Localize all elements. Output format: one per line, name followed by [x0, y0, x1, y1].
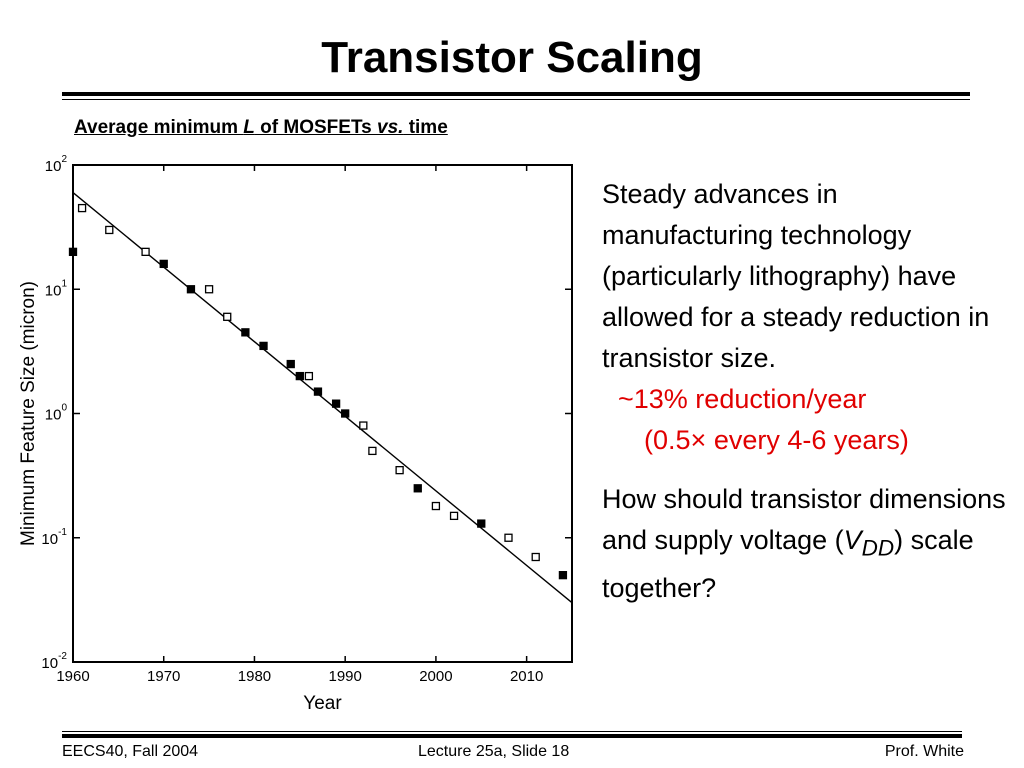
- slide-body: Steady advances in manufacturing technol…: [602, 174, 1012, 609]
- trend-line: [72, 192, 573, 604]
- y-tick-label: 101: [45, 278, 68, 299]
- data-point-open: [504, 533, 513, 542]
- data-point-filled: [413, 484, 422, 493]
- data-point-open: [223, 312, 232, 321]
- data-point-open: [141, 247, 150, 256]
- data-point-open: [395, 465, 404, 475]
- x-tick-label: 1970: [147, 668, 180, 685]
- vdd-subscript: DD: [861, 535, 895, 561]
- data-point-filled: [186, 285, 196, 294]
- feature-size-chart: 1960 1970 1980 1990 2000 201010210110010-110-…: [18, 154, 573, 714]
- data-point-open: [431, 501, 441, 511]
- paragraph-question: How should transistor dimensions and sup…: [602, 479, 1012, 609]
- title-rule: [62, 92, 970, 96]
- caption-vs: vs.: [377, 117, 404, 138]
- caption-mid: of MOSFETs: [254, 117, 377, 138]
- y-tick-exponent: -2: [58, 651, 67, 662]
- data-point-filled: [68, 247, 78, 256]
- data-point-open: [368, 446, 377, 456]
- data-point-open: [304, 371, 314, 381]
- y-tick-exponent: 2: [61, 154, 67, 165]
- caption-L: L: [243, 117, 255, 138]
- data-point-filled: [295, 371, 304, 381]
- data-point-filled: [313, 387, 323, 396]
- x-tick-label: 2000: [419, 668, 452, 685]
- halving-suffix: every 4-6 years): [706, 425, 909, 455]
- y-tick-label: 102: [45, 154, 68, 175]
- caption-suffix: time: [403, 117, 448, 138]
- data-point-filled: [477, 519, 486, 528]
- data-point-filled: [331, 399, 341, 408]
- footer-author: Prof. White: [884, 743, 964, 760]
- slide-title: Transistor Scaling: [321, 33, 703, 82]
- paragraph-advances: Steady advances in manufacturing technol…: [602, 179, 990, 373]
- vdd-v: V: [843, 525, 862, 555]
- data-point-filled: [241, 328, 250, 337]
- x-tick-label: 1980: [238, 668, 271, 685]
- y-tick-label: 10-1: [41, 527, 67, 548]
- title-rule-thin: [62, 99, 970, 100]
- plot-frame: [72, 164, 573, 663]
- x-tick-label: 2010: [510, 668, 543, 685]
- halving-period: (0.5× every 4-6 years): [602, 420, 1012, 461]
- y-axis-label: Minimum Feature Size (micron): [18, 281, 39, 546]
- data-point-filled: [558, 571, 568, 580]
- data-point-open: [105, 225, 114, 235]
- data-point-open: [204, 285, 214, 294]
- caption-prefix: Average minimum: [74, 117, 244, 138]
- x-axis-label: Year: [303, 693, 342, 714]
- y-tick-exponent: -1: [58, 527, 67, 538]
- data-point-open: [77, 203, 87, 213]
- question-part-a: How should transistor dimensions and sup…: [602, 484, 1006, 555]
- footer-course: EECS40, Fall 2004: [62, 743, 199, 760]
- y-tick-label: 100: [45, 403, 68, 424]
- x-tick-label: 1960: [56, 668, 89, 685]
- footer-rule-thin: [62, 731, 962, 732]
- times-symbol: ×: [690, 425, 707, 455]
- y-tick-exponent: 0: [61, 403, 67, 414]
- data-point-open: [449, 511, 459, 521]
- chart-caption: Average minimum L of MOSFETs vs. time: [74, 117, 448, 139]
- halving-prefix: (0.5: [644, 425, 691, 455]
- data-point-filled: [341, 409, 350, 418]
- data-point-filled: [159, 259, 168, 269]
- x-tick-label: 1990: [328, 668, 361, 685]
- y-tick-exponent: 1: [61, 278, 67, 289]
- data-point-filled: [259, 341, 268, 351]
- question-part-b: ) scale together?: [602, 525, 974, 604]
- footer-rule: [62, 734, 962, 738]
- data-point-open: [359, 421, 368, 430]
- data-point-filled: [286, 359, 295, 369]
- reduction-rate: ~13% reduction/year: [618, 384, 867, 414]
- footer-lecture: Lecture 25a, Slide 18: [418, 743, 570, 760]
- data-point-open: [531, 552, 540, 562]
